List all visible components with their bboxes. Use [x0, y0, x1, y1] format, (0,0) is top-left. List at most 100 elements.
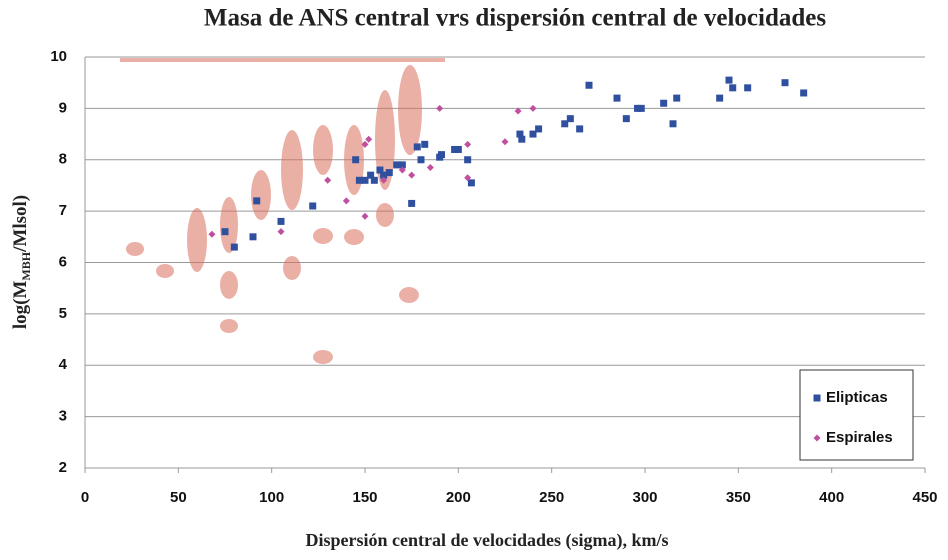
- overlay-blob: [220, 319, 238, 333]
- chart-title: Masa de ANS central vrs dispersión centr…: [204, 5, 826, 32]
- point: [277, 228, 285, 236]
- x-tick-label: 400: [819, 489, 844, 506]
- point: [529, 130, 537, 138]
- y-tick-label: 9: [59, 99, 67, 116]
- overlay-blob: [220, 271, 238, 299]
- x-tick-label: 100: [259, 489, 284, 506]
- point: [729, 84, 737, 92]
- point: [660, 99, 668, 107]
- y-label-part: /Mlsol): [10, 195, 31, 253]
- point: [436, 104, 444, 112]
- point: [367, 171, 375, 179]
- point: [376, 166, 384, 174]
- point: [451, 145, 459, 153]
- y-label-sub: MBH: [19, 251, 33, 280]
- x-axis-label: Dispersión central de velocidades (sigma…: [306, 530, 669, 551]
- point: [370, 176, 378, 184]
- point: [613, 94, 621, 102]
- point: [324, 176, 332, 184]
- overlay-blob: [399, 287, 419, 303]
- y-tick-label: 8: [59, 151, 67, 168]
- point: [464, 156, 472, 164]
- overlay-blob: [283, 256, 301, 280]
- overlay-blob: [187, 208, 207, 272]
- point: [744, 84, 752, 92]
- y-tick-label: 4: [59, 356, 68, 373]
- overlay-blob: [156, 264, 174, 278]
- point: [380, 176, 388, 184]
- overlay-blob: [313, 125, 333, 175]
- overlay-blob: [281, 130, 303, 210]
- point: [385, 169, 393, 177]
- point: [501, 138, 509, 146]
- legend-label: Elipticas: [826, 389, 888, 406]
- point: [309, 202, 317, 210]
- overlay-blob: [126, 242, 144, 256]
- overlay-blob: [375, 90, 395, 190]
- legend-box: [799, 369, 914, 461]
- point: [529, 104, 537, 112]
- overlay-band: [120, 58, 445, 62]
- point: [253, 197, 261, 205]
- point: [413, 143, 421, 151]
- background-overlay: [120, 58, 445, 364]
- point: [398, 166, 406, 174]
- point: [669, 120, 677, 128]
- point: [361, 212, 369, 220]
- point: [518, 135, 526, 143]
- point: [380, 171, 388, 179]
- x-tick-label: 50: [170, 489, 187, 506]
- point: [249, 233, 257, 241]
- y-tick-label: 5: [59, 305, 67, 322]
- point: [408, 199, 416, 207]
- overlay-blob: [376, 203, 394, 227]
- point: [398, 161, 406, 169]
- point: [464, 174, 472, 182]
- point: [417, 156, 425, 164]
- point: [516, 130, 524, 138]
- point: [535, 125, 543, 133]
- point: [637, 104, 645, 112]
- overlay-blob: [313, 350, 333, 364]
- point: [576, 125, 584, 133]
- legend-marker: [813, 394, 821, 402]
- point: [365, 135, 373, 143]
- point: [438, 151, 446, 159]
- overlay-blob: [398, 65, 422, 155]
- overlay-blob: [251, 170, 271, 220]
- point: [673, 94, 681, 102]
- overlay-blob: [344, 229, 364, 245]
- y-axis-label: log(MMBH/Mlsol): [10, 195, 32, 329]
- point: [426, 163, 434, 171]
- point: [393, 161, 401, 169]
- point: [467, 179, 475, 187]
- x-tick-label: 0: [81, 489, 89, 506]
- point: [725, 76, 733, 84]
- point: [781, 79, 789, 87]
- point: [561, 120, 569, 128]
- point: [514, 107, 522, 115]
- point: [622, 115, 630, 123]
- legend-marker: [813, 434, 821, 442]
- x-tick-label: 250: [539, 489, 564, 506]
- point: [342, 197, 350, 205]
- x-tick-label: 300: [632, 489, 657, 506]
- point: [355, 176, 363, 184]
- point: [408, 171, 416, 179]
- y-tick-label: 7: [59, 202, 67, 219]
- point: [634, 104, 642, 112]
- point: [454, 145, 462, 153]
- point: [361, 140, 369, 148]
- y-label-part: log(M: [10, 281, 31, 330]
- point: [277, 217, 285, 225]
- y-tick-label: 2: [59, 459, 67, 476]
- overlay-blob: [313, 228, 333, 244]
- x-tick-label: 350: [726, 489, 751, 506]
- x-tick-label: 450: [912, 489, 937, 506]
- overlay-blob: [220, 197, 238, 253]
- point: [464, 140, 472, 148]
- point: [208, 230, 216, 238]
- point: [566, 115, 574, 123]
- point: [230, 243, 238, 251]
